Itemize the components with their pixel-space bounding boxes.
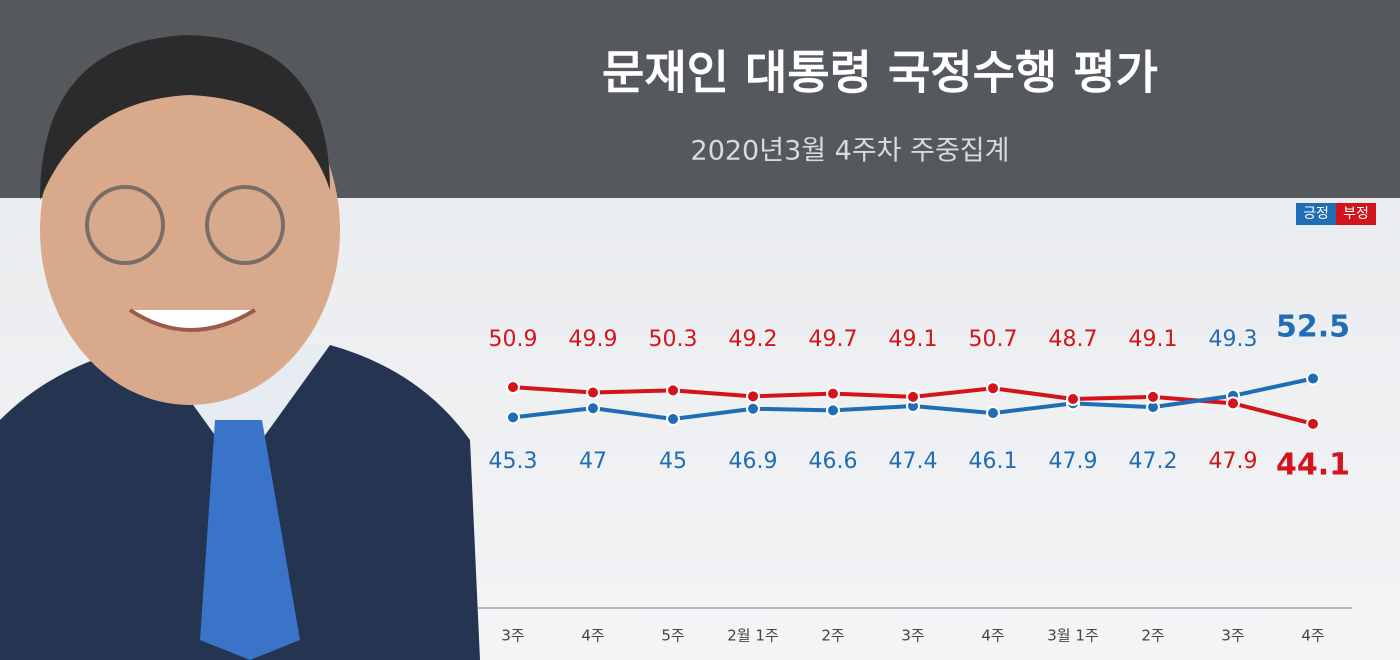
value-label: 46.1: [969, 449, 1018, 474]
series-point: [586, 401, 600, 416]
hair: [40, 35, 330, 200]
value-label: 44.1: [1276, 448, 1350, 483]
value-label: 47.9: [1049, 449, 1098, 474]
value-label: 49.2: [729, 327, 778, 352]
x-tick-label: 2주: [821, 627, 844, 645]
value-label: 46.9: [729, 449, 778, 474]
series-point: [1066, 392, 1080, 407]
series-point: [826, 403, 840, 418]
series-point: [746, 401, 760, 416]
series-point: [1146, 389, 1160, 404]
x-tick-label: 3월 1주: [1047, 627, 1098, 645]
tie: [200, 420, 300, 660]
glasses-left: [85, 185, 165, 265]
x-tick-label: 4주: [1301, 627, 1324, 645]
x-tick-label: 4주: [981, 627, 1004, 645]
x-tick-label: 2주: [1141, 627, 1164, 645]
portrait: [0, 35, 480, 660]
glasses-right: [205, 185, 285, 265]
legend: 긍정 부정: [1296, 203, 1376, 225]
value-label: 47.2: [1129, 449, 1178, 474]
x-tick-label: 2월 1주: [727, 627, 778, 645]
value-label: 47.4: [889, 449, 938, 474]
chart-subtitle: 2020년3월 4주차 주중집계: [691, 136, 1010, 167]
series-point: [666, 383, 680, 398]
series-point: [586, 385, 600, 400]
series-point: [906, 389, 920, 404]
x-tick-label: 4주: [581, 627, 604, 645]
series-point: [826, 386, 840, 401]
x-tick-label: 5주: [661, 627, 684, 645]
value-label: 49.7: [809, 327, 858, 352]
series-point: [506, 410, 520, 425]
series-point: [1306, 371, 1320, 386]
value-label: 52.5: [1276, 310, 1350, 345]
series-point: [666, 412, 680, 426]
value-label: 47.9: [1209, 449, 1258, 474]
series-point: [1306, 416, 1320, 431]
x-tick-label: 3주: [1221, 627, 1244, 645]
x-tick-label: 3주: [901, 627, 924, 645]
value-label: 47: [579, 449, 607, 474]
series-point: [986, 406, 1000, 421]
series-point: [746, 389, 760, 404]
value-label: 49.1: [889, 327, 938, 352]
value-label: 45: [659, 449, 687, 474]
value-label: 49.9: [569, 327, 618, 352]
series-point: [986, 381, 1000, 396]
value-label: 48.7: [1049, 327, 1098, 352]
x-tick-label: 3주: [501, 627, 524, 645]
value-label: 50.7: [969, 327, 1018, 352]
face: [40, 55, 340, 405]
legend-swatch: [1296, 203, 1336, 225]
chart-title: 문재인 대통령 국정수행 평가: [602, 46, 1158, 100]
value-label: 50.3: [649, 327, 698, 352]
value-label: 46.6: [809, 449, 858, 474]
smile: [128, 308, 257, 332]
series-point: [1226, 396, 1240, 411]
value-label: 50.9: [489, 327, 538, 352]
value-label: 45.3: [489, 449, 538, 474]
value-label: 49.1: [1129, 327, 1178, 352]
value-label: 49.3: [1209, 327, 1258, 352]
plot: 3주 4주 5주 2월 1주 2주 3주 4주 3월 1주 2주 3주 4주 45.3 47 45 46.9…: [489, 310, 1351, 645]
legend-swatch: [1336, 203, 1376, 225]
legend-label: 긍정: [1303, 206, 1329, 222]
series-point: [506, 380, 520, 395]
legend-label: 부정: [1343, 206, 1369, 222]
